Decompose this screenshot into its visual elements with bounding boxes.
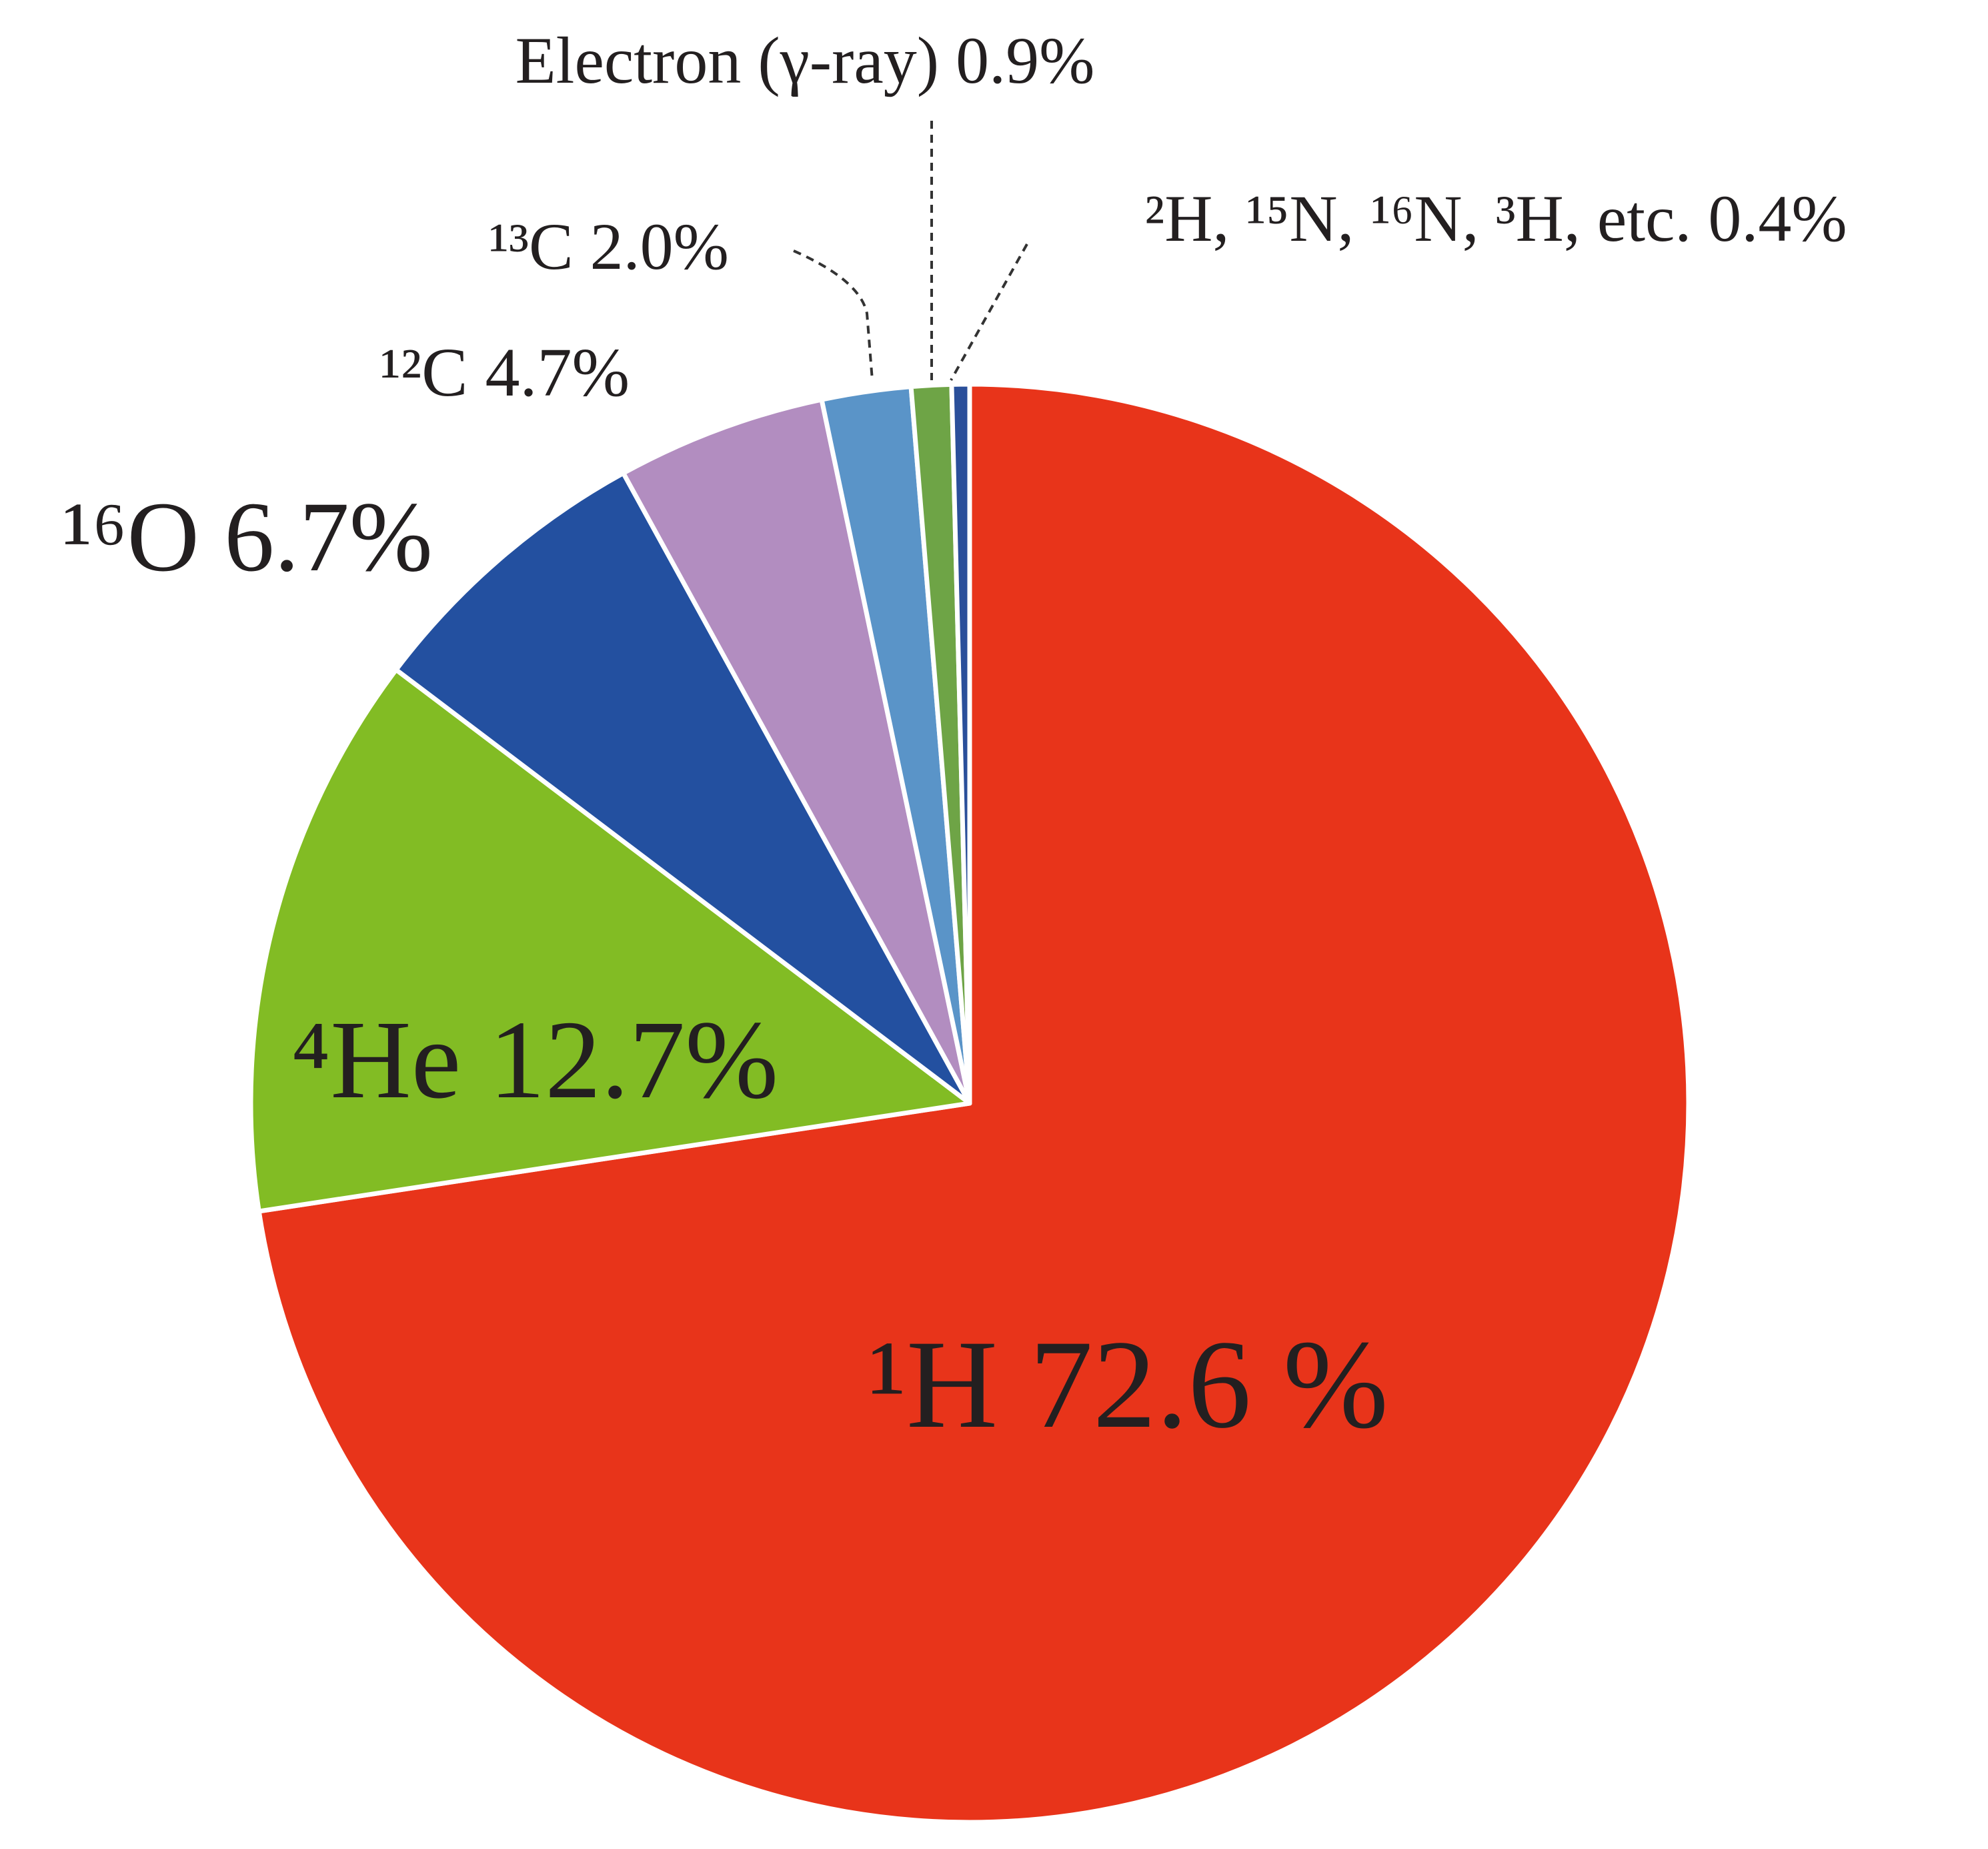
slice-label: ¹³C 2.0% xyxy=(489,209,729,283)
pie-slice xyxy=(256,382,1691,1825)
value-label: 0.9% xyxy=(956,23,1094,97)
slice-label: ²H, ¹⁵N, ¹⁶N, ³H, etc. 0.4% xyxy=(1144,181,1847,255)
leader-line xyxy=(793,249,874,381)
category-label: ¹H xyxy=(868,1315,998,1455)
slice-label: ¹²C 4.7% xyxy=(380,334,630,411)
value-label: 0.4% xyxy=(1708,181,1847,255)
value-label: 12.7% xyxy=(489,998,778,1122)
value-label: 4.7% xyxy=(485,334,630,411)
category-label: Electron (γ-ray) xyxy=(516,23,940,97)
leader-lines xyxy=(793,121,1028,381)
pie-slice xyxy=(949,382,972,1106)
category-label: ⁴He xyxy=(291,998,461,1122)
category-label: ¹⁶O xyxy=(62,482,199,592)
category-label: ¹³C xyxy=(489,209,574,283)
leader-line xyxy=(950,243,1028,381)
category-label: ²H, ¹⁵N, ¹⁶N, ³H, etc. xyxy=(1144,181,1691,255)
value-label: 72.6 % xyxy=(1030,1315,1388,1455)
pie-slice xyxy=(248,667,972,1214)
pie-slice xyxy=(621,397,972,1106)
value-label: 6.7% xyxy=(224,482,432,592)
labels: ¹H 72.6 % ⁴He 12.7% ¹⁶O 6.7% ¹²C 4.7% ¹³C 2.0% Ele… xyxy=(62,23,1847,1455)
slice-label: Electron (γ-ray) 0.9% xyxy=(516,23,1095,97)
slice-label: ¹⁶O 6.7% xyxy=(62,482,433,592)
value-label: 2.0% xyxy=(590,209,729,283)
slice-label: ¹H 72.6 % xyxy=(868,1315,1388,1455)
slice-label: ⁴He 12.7% xyxy=(291,998,778,1122)
category-label: ¹²C xyxy=(380,334,468,411)
pie-slice xyxy=(393,470,972,1106)
slices xyxy=(248,382,1691,1825)
